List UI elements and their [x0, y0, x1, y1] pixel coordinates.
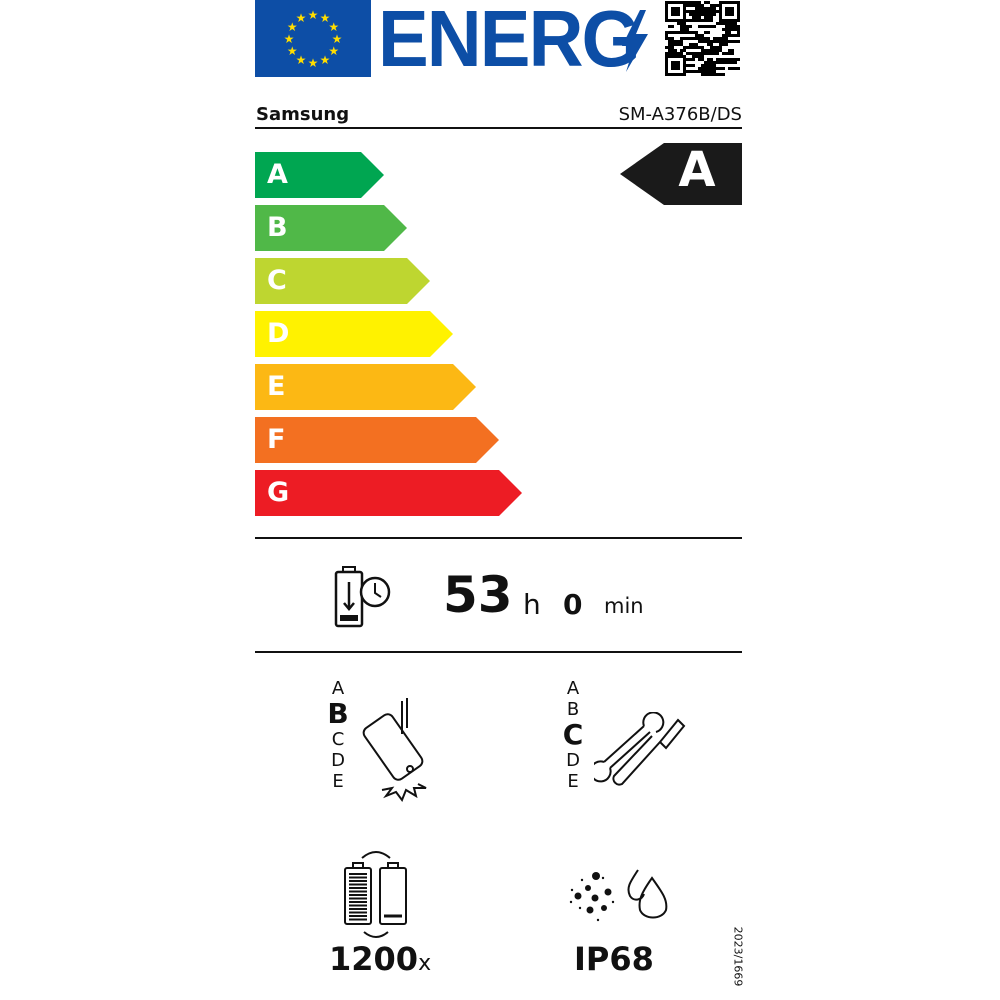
minutes-unit: min [604, 594, 644, 618]
bar-label: F [267, 424, 286, 455]
battery-endurance-icon [334, 566, 391, 628]
divider [255, 651, 742, 653]
svg-text:★: ★ [328, 44, 339, 58]
energy-class-arrow [620, 143, 742, 205]
svg-text:★: ★ [320, 11, 331, 25]
svg-text:★: ★ [284, 32, 295, 46]
scale-letter: A [331, 678, 345, 699]
scale-letter: D [331, 750, 345, 771]
bar-label: B [267, 212, 288, 243]
repair-tools-icon [594, 712, 686, 786]
scale-letter: C [331, 729, 345, 750]
ingress-protection-rating: IP68 [574, 940, 654, 978]
svg-text:★: ★ [320, 53, 331, 67]
bar-label: D [267, 318, 290, 349]
endurance-hours: 53 [443, 566, 513, 624]
dust-water-icon [569, 869, 668, 922]
svg-text:★: ★ [287, 44, 298, 58]
svg-text:★: ★ [296, 53, 307, 67]
svg-text:★: ★ [328, 20, 339, 34]
scale-letter: A [566, 678, 580, 699]
energy-logo: ENERG [378, 0, 641, 83]
endurance-minutes: 0 [563, 588, 583, 621]
eu-flag-icon: ★ ★ ★ ★ ★ ★ ★ ★ ★ ★ ★ ★ [255, 0, 371, 77]
svg-text:★: ★ [308, 56, 319, 70]
divider [255, 127, 742, 129]
svg-text:★: ★ [332, 32, 343, 46]
scale-letter: B [566, 699, 580, 720]
battery-cycles-icon [344, 851, 407, 938]
scale-letter: D [566, 750, 580, 771]
battery-cycles-value: 1200x [329, 940, 432, 978]
svg-text:★: ★ [287, 20, 298, 34]
supplier-name: Samsung [256, 104, 350, 125]
scale-letter: B [327, 697, 349, 730]
regulation-number: 2023/1669 [731, 926, 745, 987]
model-identifier: SM-A376B/DS [618, 104, 742, 125]
scale-letter: C [562, 718, 584, 751]
svg-text:★: ★ [296, 11, 307, 25]
qr-code-icon[interactable] [664, 0, 741, 77]
bar-label: G [267, 477, 290, 508]
scale-letter: E [332, 771, 344, 792]
bar-label: E [267, 371, 286, 402]
divider [255, 537, 742, 539]
bar-label: A [267, 159, 288, 190]
hours-unit: h [523, 588, 541, 621]
lightning-icon [622, 10, 648, 72]
svg-text:★: ★ [308, 8, 319, 22]
phone-drop-icon [362, 698, 427, 803]
bar-label: C [267, 265, 287, 296]
scale-letter: E [567, 771, 579, 792]
energy-class-value: A [678, 142, 716, 198]
